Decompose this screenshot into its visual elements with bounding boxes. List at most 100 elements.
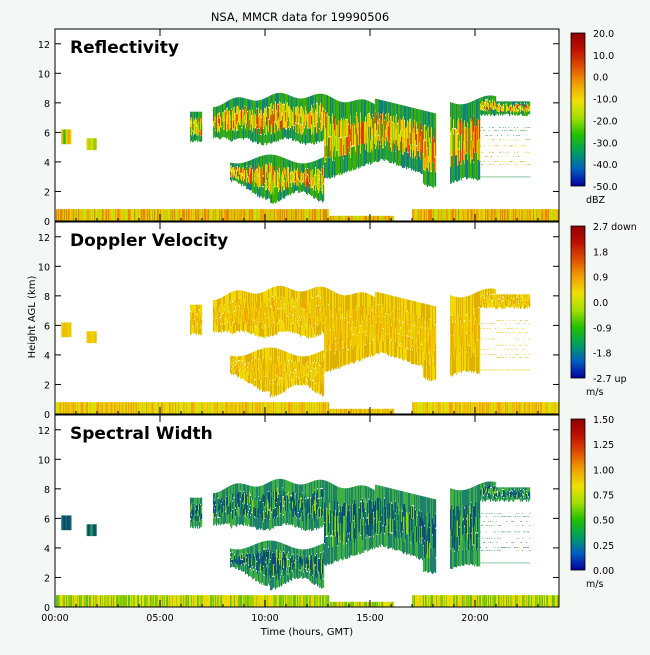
- isolated-echo: [70, 129, 71, 144]
- cloud-cell: [479, 357, 480, 373]
- cloud-cell: [504, 146, 505, 147]
- cloud-cell: [527, 320, 528, 321]
- cloud-cell: [507, 156, 508, 157]
- cloud-cell: [527, 357, 528, 358]
- cloud-cell: [482, 139, 483, 140]
- colorbar-tick-label: 10.0: [593, 51, 614, 62]
- cloud-cell: [493, 164, 494, 165]
- cloud-cell: [435, 362, 436, 380]
- cloud-cell: [487, 349, 488, 350]
- cloud-cell: [508, 164, 509, 165]
- cloud-cell: [514, 332, 515, 333]
- cloud-cell: [495, 289, 496, 295]
- cloud-cell: [323, 377, 324, 387]
- cloud-cell: [519, 135, 520, 136]
- cloud-cell: [512, 320, 513, 321]
- cloud-cell: [506, 332, 507, 333]
- cloud-cell: [479, 139, 480, 161]
- cloud-cell: [521, 320, 522, 321]
- cloud-cell: [201, 305, 202, 314]
- cloud-cell: [485, 349, 486, 350]
- cloud-cell: [503, 127, 504, 128]
- cloud-cell: [479, 308, 480, 324]
- cloud-cell: [493, 139, 494, 140]
- colorbar-tick-label: -40.0: [593, 160, 618, 171]
- cloud-cell: [482, 354, 483, 355]
- cloud-cell: [504, 328, 505, 329]
- cloud-cell: [479, 324, 480, 341]
- cloud-cell: [518, 339, 519, 340]
- cloud-cell: [529, 101, 530, 106]
- cloud-cell: [506, 146, 507, 147]
- cloud-cell: [485, 328, 486, 329]
- cloud-cell: [489, 127, 490, 128]
- y-tick-label: 0: [44, 217, 50, 228]
- cloud-cell: [514, 164, 515, 165]
- cloud-cell: [435, 343, 436, 362]
- cloud-cell: [519, 156, 520, 157]
- cloud-cell: [525, 139, 526, 140]
- cloud-cell: [526, 161, 527, 162]
- y-tick-label: 2: [44, 380, 50, 391]
- cloud-cell: [508, 152, 509, 153]
- cloud-cell: [514, 320, 515, 321]
- cloud-cell: [501, 339, 502, 340]
- cloud-cell: [479, 341, 480, 358]
- cloud-cell: [504, 161, 505, 162]
- cloud-cell: [516, 349, 517, 350]
- cloud-cell: [489, 164, 490, 165]
- cloud-cell: [515, 339, 516, 340]
- colorbar-tick-label: 0.0: [593, 298, 608, 309]
- cloud-cell: [524, 354, 525, 355]
- cloud-cell: [201, 135, 202, 141]
- cloud-cell: [494, 323, 495, 324]
- cloud-cell: [507, 135, 508, 136]
- cloud-cell: [512, 146, 513, 147]
- cloud-cell: [524, 339, 525, 340]
- y-tick-label: 10: [38, 69, 50, 80]
- cloud-cell: [523, 328, 524, 329]
- cloud-cell: [525, 164, 526, 165]
- cloud-cell: [487, 328, 488, 329]
- cloud-cell: [482, 152, 483, 153]
- cloud-cell: [488, 130, 489, 131]
- cloud-cell: [201, 124, 202, 130]
- cloud-cell: [496, 130, 497, 131]
- cloud-cell: [524, 130, 525, 131]
- cloud-cell: [513, 135, 514, 136]
- cloud-cell: [525, 152, 526, 153]
- cloud-cell: [511, 349, 512, 350]
- cloud-cell: [489, 152, 490, 153]
- cloud-cell: [501, 156, 502, 157]
- cloud-cell: [489, 328, 490, 329]
- y-tick-label: 12: [38, 233, 50, 244]
- y-tick-label: 8: [44, 99, 50, 110]
- cloud-cell: [435, 128, 436, 143]
- cloud-cell: [484, 161, 485, 162]
- cloud-cell: [323, 194, 324, 202]
- cloud-cell: [435, 306, 436, 323]
- cloud-cell: [435, 113, 436, 129]
- cloud-cell: [480, 161, 481, 162]
- cloud-cell: [498, 161, 499, 162]
- cloud-cell: [482, 164, 483, 165]
- y-tick-label: 4: [44, 351, 50, 362]
- cloud-cell: [500, 127, 501, 128]
- cloud-cell: [500, 139, 501, 140]
- y-axis-label: Height AGL (km): [27, 276, 38, 359]
- cloud-cell: [323, 184, 324, 194]
- cloud-cell: [493, 127, 494, 128]
- cloud-cell: [497, 135, 498, 136]
- cloud-cell: [529, 298, 530, 303]
- cloud-cell: [509, 320, 510, 321]
- cloud-cell: [512, 357, 513, 358]
- cloud-cell: [517, 127, 518, 128]
- cloud-cell: [495, 328, 496, 329]
- y-tick-label: 2: [44, 187, 50, 198]
- cloud-cell: [484, 130, 485, 131]
- cloud-cell: [501, 323, 502, 324]
- cloud-cell: [517, 164, 518, 165]
- cloud-cell: [509, 345, 510, 346]
